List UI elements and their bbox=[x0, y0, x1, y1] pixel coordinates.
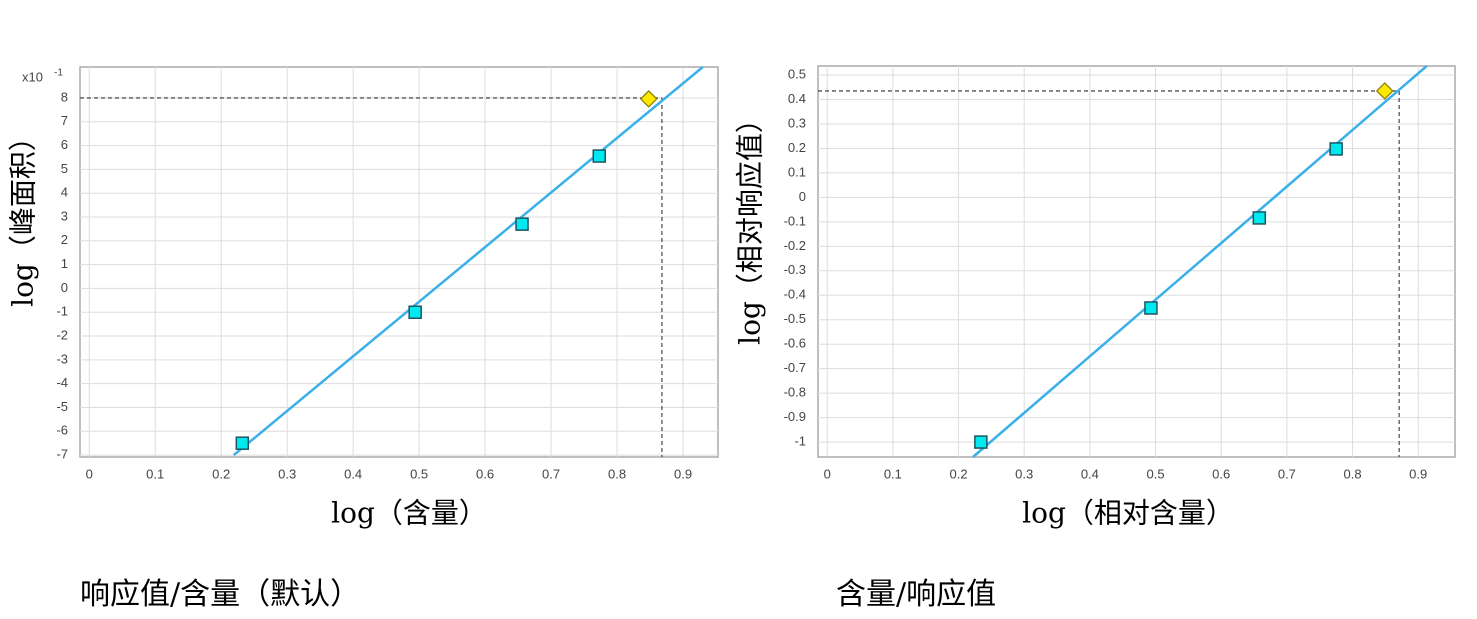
x-tick-label: 0 bbox=[824, 466, 831, 481]
point bbox=[408, 305, 422, 319]
y-tick-label: -2 bbox=[56, 327, 68, 342]
point bbox=[974, 435, 988, 449]
x-axis-label: log（相对含量） bbox=[1022, 497, 1234, 530]
y-tick-label: -7 bbox=[56, 447, 68, 462]
fit-line bbox=[232, 66, 704, 457]
x-tick-label: 0.4 bbox=[344, 466, 362, 481]
y-tick-label: -0.4 bbox=[784, 287, 806, 302]
point bbox=[235, 436, 250, 450]
point bbox=[1144, 301, 1158, 315]
point bbox=[1252, 211, 1267, 225]
x-tick-label: 0.5 bbox=[1147, 466, 1165, 481]
y-tick-label: 0.4 bbox=[788, 91, 806, 106]
x-tick-label: 0.9 bbox=[674, 466, 692, 481]
x-tick-label: 0.3 bbox=[278, 466, 296, 481]
y-tick-label: 0.2 bbox=[788, 140, 806, 155]
x-tick-label: 0.1 bbox=[884, 466, 902, 481]
x-tick-label: 0.4 bbox=[1081, 466, 1099, 481]
y-tick-label: 8 bbox=[61, 89, 68, 104]
y-tick-label: 1 bbox=[61, 256, 68, 271]
y-tick-label: -0.7 bbox=[784, 360, 806, 375]
x-tick-label: 0 bbox=[86, 466, 93, 481]
y-tick-label: 0.3 bbox=[788, 115, 806, 130]
y-tick-label: 4 bbox=[61, 185, 68, 200]
y-tick-label: -0.3 bbox=[784, 262, 806, 277]
y-tick-label: -3 bbox=[56, 351, 68, 366]
plot-area bbox=[817, 65, 1456, 458]
x-axis-label: log（含量） bbox=[331, 497, 487, 530]
y-tick-label: -0.9 bbox=[784, 409, 806, 424]
x-tick-label: 0.7 bbox=[1278, 466, 1296, 481]
x-tick-label: 0.1 bbox=[146, 466, 164, 481]
y-tick-label: -0.1 bbox=[784, 213, 806, 228]
y-tick-label: -0.2 bbox=[784, 238, 806, 253]
point bbox=[515, 217, 529, 231]
fit-line bbox=[972, 65, 1428, 458]
y-tick-label: 0.5 bbox=[788, 66, 806, 81]
target-point bbox=[639, 90, 658, 108]
x-tick-label: 0.6 bbox=[476, 466, 494, 481]
y-tick-label: 2 bbox=[61, 232, 68, 247]
y-tick-label: 0.1 bbox=[788, 164, 806, 179]
x-tick-label: 0.8 bbox=[1344, 466, 1362, 481]
x-tick-label: 0.2 bbox=[949, 466, 967, 481]
x-tick-label: 0.7 bbox=[542, 466, 560, 481]
axis-multiplier: x10 bbox=[22, 69, 43, 84]
y-tick-label: 3 bbox=[61, 208, 68, 223]
x-tick-label: 0.3 bbox=[1015, 466, 1033, 481]
target-point bbox=[1375, 82, 1394, 100]
x-tick-label: 0.8 bbox=[608, 466, 626, 481]
x-tick-label: 0.6 bbox=[1212, 466, 1230, 481]
y-tick-label: -5 bbox=[56, 399, 68, 414]
y-tick-label: -6 bbox=[56, 423, 68, 438]
y-tick-label: 0 bbox=[799, 189, 806, 204]
y-tick-label: 0 bbox=[61, 280, 68, 295]
plot-area bbox=[79, 66, 719, 458]
y-tick-label: 6 bbox=[61, 137, 68, 152]
y-axis-label: log（峰面积） bbox=[7, 123, 40, 307]
y-tick-label: -0.5 bbox=[784, 311, 806, 326]
y-tick-label: -1 bbox=[56, 304, 68, 319]
y-tick-label: 5 bbox=[61, 161, 68, 176]
y-tick-label: -1 bbox=[794, 434, 806, 449]
x-tick-label: 0.9 bbox=[1409, 466, 1427, 481]
axis-multiplier-exponent: -1 bbox=[54, 68, 63, 79]
point bbox=[592, 149, 606, 163]
x-tick-label: 0.5 bbox=[410, 466, 428, 481]
y-tick-label: -4 bbox=[56, 375, 68, 390]
x-tick-label: 0.2 bbox=[212, 466, 230, 481]
caption: 含量/响应值 bbox=[836, 577, 996, 612]
y-tick-label: -0.6 bbox=[784, 336, 806, 351]
y-axis-label: log（相对响应值） bbox=[734, 105, 767, 345]
y-tick-label: 7 bbox=[61, 113, 68, 128]
y-tick-label: -0.8 bbox=[784, 385, 806, 400]
point bbox=[1329, 142, 1343, 156]
caption: 响应值/含量（默认） bbox=[80, 577, 360, 612]
